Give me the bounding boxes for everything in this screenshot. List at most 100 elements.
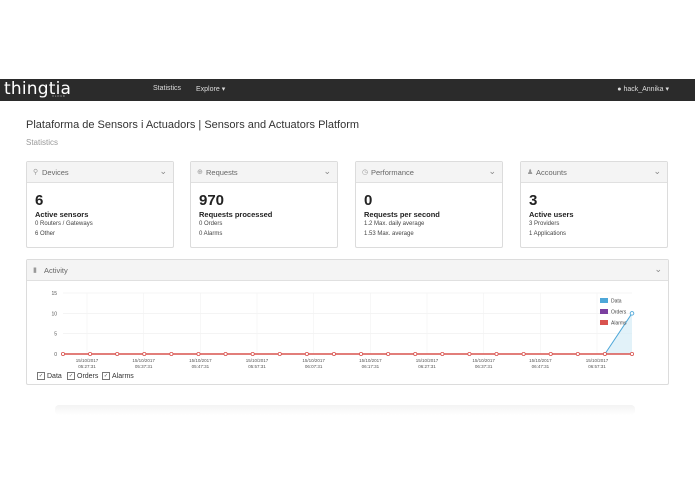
alarms-point xyxy=(88,352,93,357)
card-label: Active users xyxy=(529,210,574,219)
alarms-point xyxy=(331,352,336,357)
toggle-orders[interactable]: ✓ Orders xyxy=(67,372,98,380)
devices-card-header[interactable]: ⚲ Devices ⌄ xyxy=(27,162,173,183)
card-value: 970 xyxy=(199,192,225,209)
alarms-point xyxy=(386,352,391,357)
x-tick-label: 06:57:31 xyxy=(588,364,606,369)
x-tick-label: 05:47:31 xyxy=(192,364,210,369)
y-tick-label: 15 xyxy=(51,291,57,297)
x-tick-label: 06:37:31 xyxy=(475,364,493,369)
activity-panel: ▮ Activity ⌄ 15 10 5 0 15/10/2017 05:27:31 15/… xyxy=(26,259,669,385)
requests-card: ⊕ Requests ⌄ 970 Requests processed 0 Or… xyxy=(190,161,338,248)
card-detail: 0 Orders xyxy=(199,221,223,227)
alarms-point xyxy=(467,352,472,357)
nav-explore-dropdown[interactable]: Explore ▾ xyxy=(196,85,225,93)
alarms-point xyxy=(548,352,553,357)
alarms-point xyxy=(440,352,445,357)
users-icon: ♟ xyxy=(527,169,534,176)
y-tick-label: 0 xyxy=(54,352,57,358)
accounts-card-header[interactable]: ♟ Accounts ⌄ xyxy=(521,162,667,183)
alarms-point xyxy=(277,352,282,357)
chevron-down-icon[interactable]: ⌄ xyxy=(323,166,331,176)
checkbox-checked-icon: ✓ xyxy=(67,372,75,380)
top-navbar: thingtia CLOUD Statistics Explore ▾ ● ha… xyxy=(0,79,695,101)
clock-icon: ◷ xyxy=(362,169,369,176)
toggle-label: Data xyxy=(47,372,62,380)
card-detail: 0 Routers / Gateways xyxy=(35,221,93,227)
chevron-down-icon: ▾ xyxy=(665,86,669,93)
x-tick-label: 06:07:31 xyxy=(305,364,323,369)
activity-chart: 15105015/10/201705:27:3115/10/201705:37:… xyxy=(51,291,635,369)
alarms-point xyxy=(223,352,228,357)
thingtia-logo[interactable]: thingtia xyxy=(4,79,72,99)
alarms-point xyxy=(250,352,255,357)
x-tick-label: 05:27:31 xyxy=(78,364,96,369)
x-tick-label: 05:57:31 xyxy=(248,364,266,369)
x-tick-label: 15/10/2017 xyxy=(529,358,552,363)
alarms-point xyxy=(169,352,174,357)
legend-swatch-orders xyxy=(600,309,608,314)
x-tick-label: 15/10/2017 xyxy=(359,358,382,363)
alarms-point xyxy=(602,352,607,357)
alarms-point xyxy=(413,352,418,357)
bottom-shadow xyxy=(55,405,635,415)
x-tick-label: 06:17:31 xyxy=(362,364,380,369)
toggle-data[interactable]: ✓ Data xyxy=(37,372,62,380)
x-tick-label: 06:47:31 xyxy=(532,364,550,369)
circle-arrow-icon: ⊕ xyxy=(197,169,203,176)
user-menu[interactable]: ● hack_Annika ▾ xyxy=(617,85,669,93)
nav-statistics[interactable]: Statistics xyxy=(153,85,182,92)
card-label: Requests per second xyxy=(364,210,440,219)
x-tick-label: 15/10/2017 xyxy=(189,358,212,363)
x-tick-label: 15/10/2017 xyxy=(76,358,99,363)
chevron-down-icon[interactable]: ⌄ xyxy=(488,166,496,176)
alarms-point xyxy=(494,352,499,357)
x-tick-label: 15/10/2017 xyxy=(416,358,439,363)
requests-card-header[interactable]: ⊕ Requests ⌄ xyxy=(191,162,337,183)
nav-explore-label: Explore xyxy=(196,86,220,93)
page-title: Plataforma de Sensors i Actuadors | Sens… xyxy=(26,119,360,131)
y-tick-label: 10 xyxy=(51,311,57,317)
card-detail: 1.53 Max. average xyxy=(364,231,414,237)
x-tick-label: 15/10/2017 xyxy=(132,358,155,363)
card-title: Devices xyxy=(42,168,69,177)
legend-swatch-alarms xyxy=(600,320,608,325)
card-detail: 6 Other xyxy=(35,231,56,237)
alarms-point xyxy=(630,352,635,357)
legend-label-orders: Orders xyxy=(611,310,627,316)
legend-label-data: Data xyxy=(611,299,622,305)
card-value: 6 xyxy=(35,192,44,209)
activity-panel-header[interactable]: ▮ Activity ⌄ xyxy=(27,260,668,281)
legend-label-alarms: Alarms xyxy=(611,321,627,327)
performance-card-header[interactable]: ◷ Performance ⌄ xyxy=(356,162,502,183)
card-value: 3 xyxy=(529,192,538,209)
data-point xyxy=(629,311,635,316)
performance-card: ◷ Performance ⌄ 0 Requests per second 1.… xyxy=(355,161,503,248)
chevron-down-icon[interactable]: ⌄ xyxy=(654,264,662,274)
chevron-down-icon[interactable]: ⌄ xyxy=(159,166,167,176)
card-detail: 0 Alarms xyxy=(199,231,223,237)
x-tick-label: 15/10/2017 xyxy=(302,358,325,363)
card-label: Requests processed xyxy=(199,210,273,219)
checkbox-checked-icon: ✓ xyxy=(37,372,45,380)
toggle-label: Alarms xyxy=(112,372,134,380)
map-marker-icon: ⚲ xyxy=(33,169,39,176)
page-subtitle: Statistics xyxy=(26,138,59,147)
alarms-point xyxy=(304,352,309,357)
activity-title: Activity xyxy=(44,266,68,275)
accounts-card: ♟ Accounts ⌄ 3 Active users 3 Providers … xyxy=(520,161,668,248)
card-detail: 1 Applications xyxy=(529,231,567,237)
toggle-alarms[interactable]: ✓ Alarms xyxy=(102,372,134,380)
toggle-label: Orders xyxy=(77,372,99,380)
card-detail: 1.2 Max. daily average xyxy=(364,221,425,227)
alarms-point xyxy=(142,352,147,357)
x-tick-label: 15/10/2017 xyxy=(586,358,609,363)
chevron-down-icon[interactable]: ⌄ xyxy=(653,166,661,176)
checkbox-checked-icon: ✓ xyxy=(102,372,110,380)
alarms-point xyxy=(521,352,526,357)
logo-subtext: CLOUD xyxy=(52,94,66,98)
y-tick-label: 5 xyxy=(54,332,57,338)
user-name: hack_Annika xyxy=(623,86,664,93)
alarms-point xyxy=(61,352,66,357)
card-detail: 3 Providers xyxy=(529,221,560,227)
